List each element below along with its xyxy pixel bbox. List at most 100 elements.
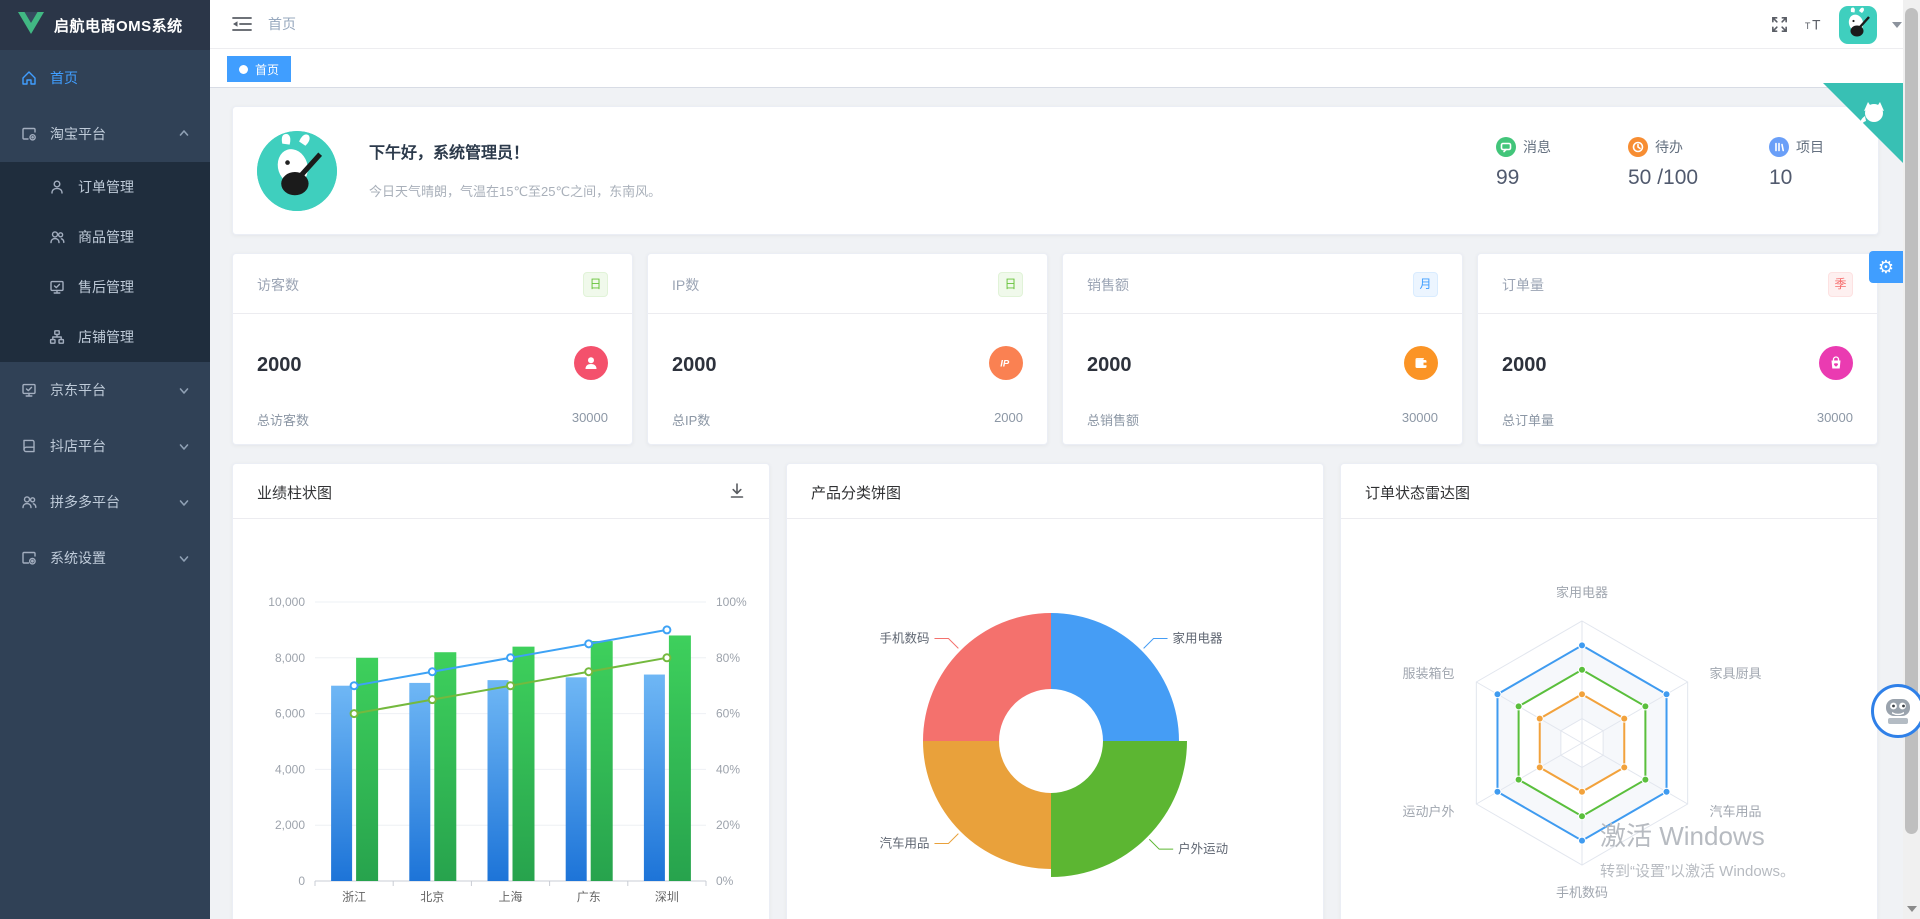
ip-icon: IP: [989, 346, 1023, 380]
collapse-menu-icon[interactable]: [232, 15, 252, 33]
download-icon[interactable]: [727, 481, 747, 501]
svg-text:100%: 100%: [716, 595, 747, 609]
sidebar: 启航电商OMS系统 首页 淘宝平台 订单管理: [0, 0, 210, 919]
wallet-icon: [1404, 346, 1438, 380]
svg-text:2,000: 2,000: [275, 818, 305, 832]
chart-title: 产品分类饼图: [811, 485, 902, 502]
sidebar-item-label: 店铺管理: [78, 329, 134, 345]
welcome-stat-messages: 消息 99: [1496, 137, 1616, 190]
svg-text:6,000: 6,000: [275, 707, 305, 721]
sidebar-item-home[interactable]: 首页: [0, 50, 210, 106]
weather-text: 今日天气晴朗，气温在15℃至25℃之间，东南风。: [369, 184, 662, 199]
svg-text:T: T: [1805, 21, 1811, 31]
fullscreen-icon[interactable]: [1769, 15, 1789, 35]
stat-footer-label: 总订单量: [1502, 413, 1555, 428]
bar-chart-card: 业绩柱状图 0 0% 2,000 20% 4,000 40% 6,000 60% 8,000 80…: [232, 463, 770, 919]
stat-footer-value: 30000: [1401, 410, 1438, 425]
stat-footer-label: 总IP数: [672, 413, 711, 428]
period-badge: 季: [1828, 272, 1853, 297]
avatar[interactable]: [1839, 5, 1877, 44]
sidebar-item-order-mgmt[interactable]: 订单管理: [0, 162, 210, 212]
app-title: 启航电商OMS系统: [54, 17, 183, 35]
tabbar: 首页: [210, 49, 1920, 88]
svg-text:20%: 20%: [716, 818, 740, 832]
sidebar-item-settings[interactable]: 系统设置: [0, 530, 210, 586]
welcome-stat-value: 10: [1769, 166, 1793, 189]
chevron-down-icon: [178, 552, 190, 564]
dropdown-caret-icon[interactable]: [1892, 21, 1902, 28]
welcome-stat-projects: 项目 10: [1769, 137, 1889, 190]
sidebar-item-label: 商品管理: [78, 229, 134, 245]
chevron-down-icon: [178, 496, 190, 508]
github-corner[interactable]: [1823, 83, 1903, 163]
svg-text:60%: 60%: [716, 707, 740, 721]
page-scrollbar: [1903, 0, 1920, 919]
platform-gear-icon: [20, 125, 38, 143]
sidebar-item-shop-mgmt[interactable]: 店铺管理: [0, 312, 210, 362]
sidebar-item-label: 拼多多平台: [50, 494, 120, 510]
svg-text:IP: IP: [1000, 359, 1010, 370]
chart-title: 业绩柱状图: [257, 485, 333, 502]
svg-text:运动户外: 运动户外: [1402, 804, 1454, 819]
greeting-text: 下午好，系统管理员！: [369, 145, 530, 162]
chart-title: 订单状态雷达图: [1365, 485, 1471, 502]
stat-card-title: 访客数: [257, 277, 299, 293]
sidebar-item-label: 淘宝平台: [50, 126, 106, 142]
qq-service-widget[interactable]: [1871, 684, 1920, 738]
breadcrumb[interactable]: 首页: [268, 16, 296, 32]
stat-card-value: 2000: [257, 354, 302, 376]
sidebar-item-label: 抖店平台: [50, 438, 106, 454]
svg-text:浙江: 浙江: [342, 890, 366, 904]
svg-text:手机数码: 手机数码: [879, 630, 929, 645]
svg-text:0: 0: [298, 874, 305, 888]
stat-footer-value: 30000: [571, 410, 608, 425]
scrollbar-thumb[interactable]: [1905, 8, 1918, 834]
bar-chart: 0 0% 2,000 20% 4,000 40% 6,000 60% 8,000 80% 10,00…: [233, 519, 771, 919]
stat-footer-value: 2000: [994, 410, 1023, 425]
svg-text:80%: 80%: [716, 651, 740, 665]
vue-logo-icon: [18, 11, 44, 40]
stat-footer-value: 30000: [1816, 410, 1853, 425]
logo: 启航电商OMS系统: [0, 0, 210, 50]
robot-icon: [1886, 699, 1910, 724]
stat-footer-label: 总访客数: [257, 413, 310, 428]
svg-text:服装箱包: 服装箱包: [1402, 666, 1454, 681]
settings-icon: [20, 549, 38, 567]
welcome-card: 下午好，系统管理员！ 今日天气晴朗，气温在15℃至25℃之间，东南风。 消息 9…: [232, 106, 1879, 235]
svg-text:户外运动: 户外运动: [1178, 841, 1228, 856]
svg-text:上海: 上海: [498, 889, 522, 904]
theme-settings-button[interactable]: ⚙: [1869, 251, 1903, 283]
stat-footer-label: 总销售额: [1087, 413, 1140, 428]
svg-text:8,000: 8,000: [275, 651, 305, 665]
svg-text:T: T: [1812, 17, 1821, 32]
sidebar-submenu-taobao: 订单管理 商品管理 售后管理 店铺管理: [0, 162, 210, 362]
stat-card-orders: 订单量 季 2000 总订单量 30000: [1477, 253, 1878, 445]
svg-text:汽车用品: 汽车用品: [1710, 804, 1762, 819]
gear-icon: ⚙: [1877, 256, 1895, 277]
welcome-stat-value: 99: [1496, 166, 1520, 189]
sidebar-item-product-mgmt[interactable]: 商品管理: [0, 212, 210, 262]
svg-text:0%: 0%: [716, 874, 734, 888]
pie-chart-card: 产品分类饼图 家用电器 户外运动 汽车用品 手机数码: [786, 463, 1324, 919]
sidebar-item-aftersale-mgmt[interactable]: 售后管理: [0, 262, 210, 312]
svg-text:10,000: 10,000: [268, 595, 305, 609]
stat-card-value: 2000: [672, 354, 717, 376]
svg-text:汽车用品: 汽车用品: [879, 836, 929, 851]
sidebar-item-jd[interactable]: 京东平台: [0, 362, 210, 418]
welcome-stat-label: 待办: [1655, 139, 1683, 155]
svg-text:北京: 北京: [420, 890, 444, 904]
tab-home[interactable]: 首页: [227, 56, 292, 82]
clock-icon: [1628, 137, 1648, 157]
sidebar-item-label: 售后管理: [78, 279, 134, 295]
stat-card-visitors: 访客数 日 2000 总访客数 30000: [232, 253, 633, 445]
sidebar-item-douyin[interactable]: 抖店平台: [0, 418, 210, 474]
scrollbar-down-arrow[interactable]: [1907, 906, 1917, 912]
tab-active-dot-icon: [239, 64, 248, 74]
welcome-stat-todo: 待办 50 /100: [1628, 137, 1748, 190]
sidebar-item-taobao[interactable]: 淘宝平台: [0, 106, 210, 162]
sidebar-item-pdd[interactable]: 拼多多平台: [0, 474, 210, 530]
